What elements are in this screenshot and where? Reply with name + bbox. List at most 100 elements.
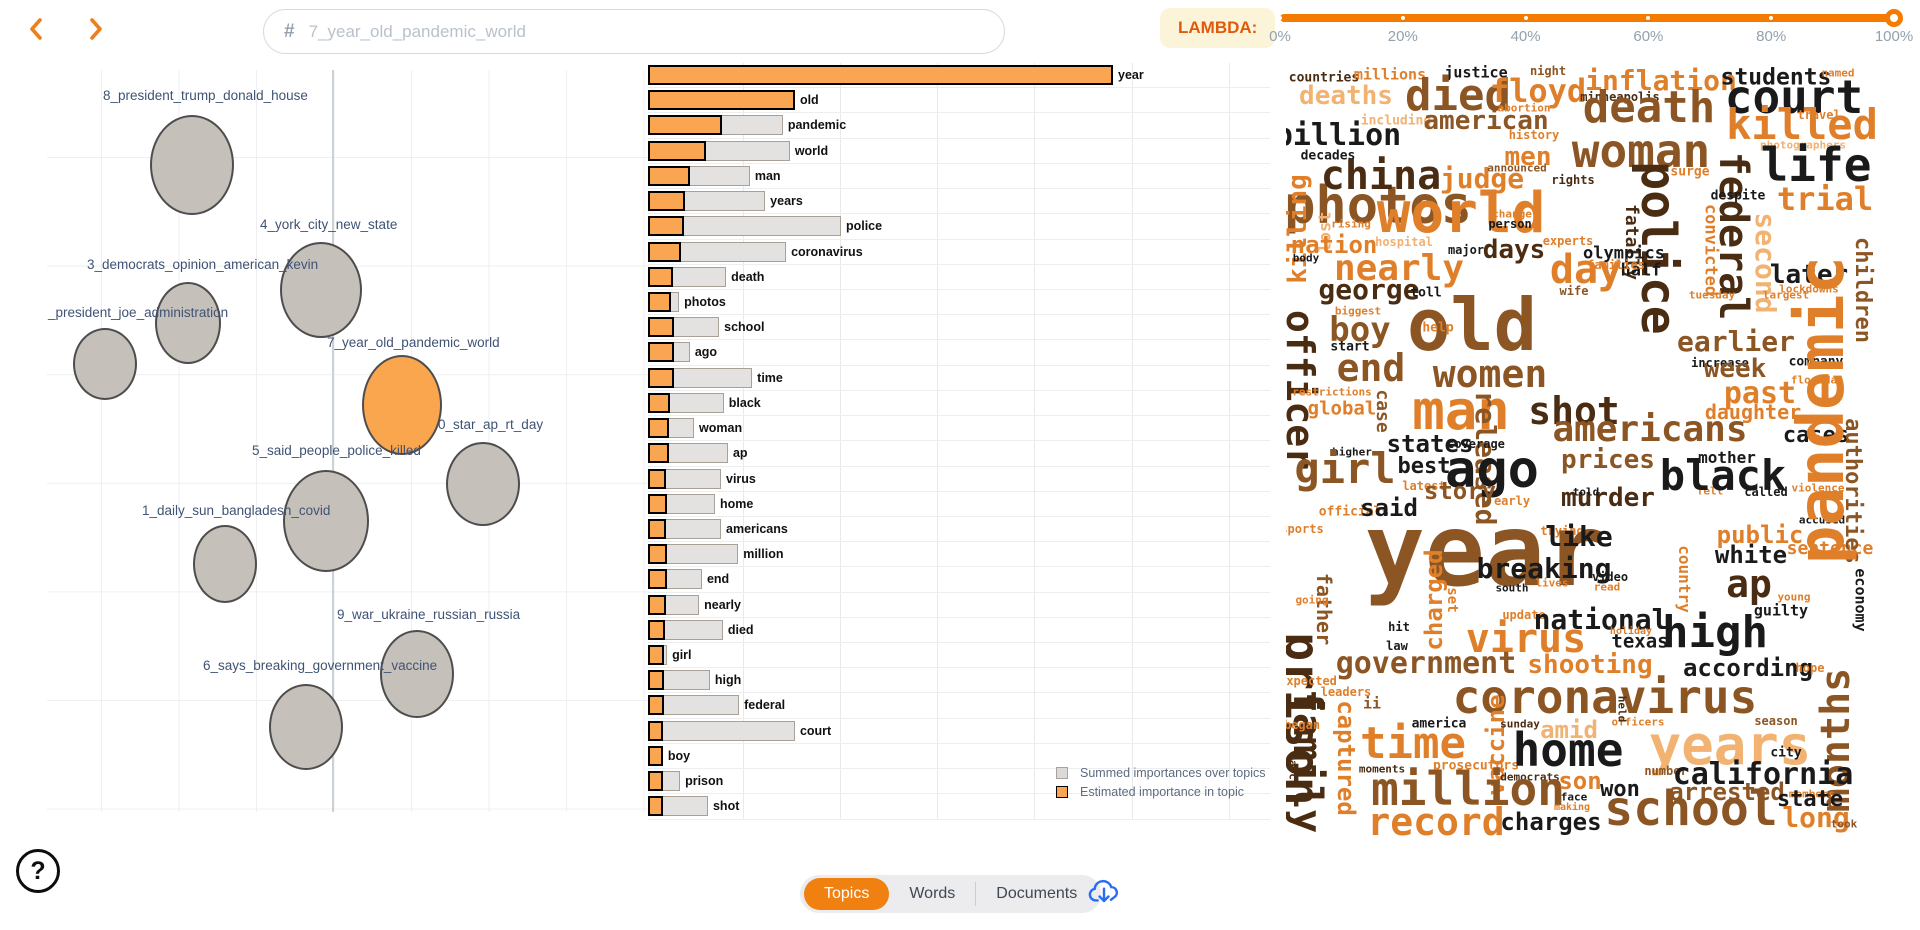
- wordcloud-word[interactable]: countries: [1288, 70, 1360, 86]
- wordcloud-word[interactable]: old: [1406, 283, 1538, 367]
- wordcloud-word[interactable]: night: [1529, 64, 1567, 78]
- wordcloud-word[interactable]: city: [1770, 745, 1802, 761]
- wordcloud-word[interactable]: state: [1776, 787, 1844, 812]
- wordcloud-word[interactable]: began: [1286, 718, 1321, 732]
- wordcloud-word[interactable]: hope: [1795, 661, 1825, 675]
- wordcloud-word[interactable]: year: [1364, 492, 1606, 609]
- wordcloud-word[interactable]: time: [1360, 718, 1466, 769]
- term-bar-row[interactable]: shot: [648, 794, 1270, 820]
- wordcloud-word[interactable]: read: [1593, 580, 1621, 594]
- lambda-slider-handle[interactable]: [1885, 9, 1903, 27]
- wordcloud-word[interactable]: nearly: [1333, 248, 1465, 289]
- wordcloud-word[interactable]: school: [1604, 781, 1778, 837]
- wordcloud-word[interactable]: murder: [1561, 483, 1655, 513]
- wordcloud-word[interactable]: including: [1360, 113, 1432, 129]
- term-bar-row[interactable]: ago: [648, 340, 1270, 366]
- wordcloud-word[interactable]: face: [1560, 790, 1588, 804]
- wordcloud-word[interactable]: died: [1405, 70, 1511, 121]
- wordcloud-word[interactable]: young: [1777, 590, 1811, 604]
- wordcloud-word[interactable]: breaking: [1476, 552, 1612, 585]
- term-bar-row[interactable]: school: [648, 315, 1270, 341]
- wordcloud-word[interactable]: according: [1682, 654, 1814, 682]
- wordcloud-word[interactable]: tuesday: [1688, 288, 1736, 302]
- topic-bubble[interactable]: [380, 630, 454, 718]
- help-button[interactable]: ?: [16, 849, 60, 893]
- term-bar-row[interactable]: photos: [648, 290, 1270, 316]
- wordcloud-word[interactable]: hit: [1388, 620, 1410, 634]
- topic-bubble[interactable]: [269, 684, 343, 770]
- wordcloud-word[interactable]: floyd: [1489, 72, 1587, 110]
- wordcloud-word[interactable]: ii: [1362, 694, 1382, 713]
- term-bar-row[interactable]: black: [648, 391, 1270, 417]
- wordcloud-word[interactable]: states: [1386, 430, 1474, 458]
- topic-bubble[interactable]: [283, 470, 369, 572]
- wordcloud-word[interactable]: pandemic: [1785, 255, 1859, 565]
- wordcloud-word[interactable]: end: [1336, 346, 1406, 390]
- wordcloud-word[interactable]: convicted: [1700, 203, 1721, 297]
- wordcloud-word[interactable]: killed: [1726, 100, 1878, 149]
- wordcloud-word[interactable]: economy: [1851, 568, 1870, 632]
- wordcloud-word[interactable]: coverage: [1447, 437, 1505, 451]
- term-bar-row[interactable]: year: [648, 63, 1270, 89]
- wordcloud-word[interactable]: sports: [1286, 522, 1324, 536]
- wordcloud-word[interactable]: trial: [1776, 180, 1874, 218]
- wordcloud-word[interactable]: day: [1549, 247, 1623, 293]
- wordcloud-word[interactable]: said: [1360, 494, 1418, 522]
- wordcloud-word[interactable]: number: [1644, 764, 1688, 778]
- wordcloud-word[interactable]: announced: [1487, 161, 1547, 175]
- wordcloud-word[interactable]: california: [1672, 757, 1854, 792]
- wordcloud-word[interactable]: travel: [1797, 108, 1841, 122]
- wordcloud-word[interactable]: justice: [1444, 64, 1508, 82]
- wordcloud-word[interactable]: boy: [1329, 310, 1391, 350]
- wordcloud-word[interactable]: body: [1292, 251, 1320, 265]
- wordcloud-word[interactable]: half: [1620, 260, 1662, 281]
- term-bar-row[interactable]: old: [648, 88, 1270, 114]
- wordcloud-word[interactable]: violence: [1791, 481, 1845, 495]
- wordcloud-word[interactable]: toll: [1410, 285, 1442, 301]
- wordcloud-word[interactable]: florida: [1790, 373, 1838, 387]
- tab-words[interactable]: Words: [889, 878, 975, 910]
- wordcloud-word[interactable]: ap: [1726, 562, 1772, 606]
- term-bar-row[interactable]: court: [648, 719, 1270, 744]
- wordcloud-word[interactable]: week: [1703, 354, 1767, 384]
- wordcloud-word[interactable]: charges: [1500, 808, 1602, 836]
- download-button[interactable]: [1086, 879, 1122, 909]
- previous-topic-button[interactable]: [18, 12, 54, 46]
- wordcloud-word[interactable]: expected: [1286, 674, 1337, 688]
- wordcloud-word[interactable]: record: [1367, 800, 1505, 844]
- wordcloud-word[interactable]: like: [1545, 520, 1613, 553]
- term-bar-row[interactable]: pandemic: [648, 113, 1270, 139]
- wordcloud-word[interactable]: history: [1508, 128, 1560, 142]
- wordcloud-word[interactable]: named: [1821, 66, 1855, 80]
- wordcloud-word[interactable]: going: [1295, 593, 1329, 607]
- topic-bubble[interactable]: [362, 355, 442, 455]
- wordcloud-word[interactable]: rising: [1331, 217, 1371, 231]
- wordcloud-word[interactable]: coronavirus: [1452, 670, 1758, 724]
- wordcloud-word[interactable]: lives: [1535, 576, 1569, 590]
- wordcloud-word[interactable]: daughter: [1704, 400, 1802, 424]
- wordcloud-word[interactable]: women: [1432, 352, 1548, 396]
- topic-bubble[interactable]: [446, 442, 520, 526]
- wordcloud-word[interactable]: later: [1769, 260, 1849, 290]
- wordcloud-word[interactable]: ago: [1445, 440, 1539, 500]
- wordcloud-word[interactable]: virus: [1465, 616, 1587, 662]
- term-bar-row[interactable]: home: [648, 492, 1270, 517]
- term-bar-row[interactable]: americans: [648, 517, 1270, 543]
- wordcloud-word[interactable]: judge: [1439, 162, 1525, 195]
- tab-topics[interactable]: Topics: [804, 878, 890, 910]
- wordcloud-word[interactable]: cases: [1782, 423, 1850, 448]
- wordcloud-word[interactable]: restrictions: [1292, 385, 1372, 399]
- wordcloud-word[interactable]: life: [1760, 138, 1872, 192]
- wordcloud-word[interactable]: surge: [1670, 164, 1710, 180]
- wordcloud-word[interactable]: update: [1502, 608, 1546, 622]
- term-bar-row[interactable]: million: [648, 542, 1270, 568]
- wordcloud-word[interactable]: decades: [1300, 148, 1356, 164]
- wordcloud-word[interactable]: members: [1788, 787, 1836, 801]
- wordcloud-word[interactable]: shot: [1528, 389, 1620, 433]
- wordcloud-word[interactable]: wife: [1559, 284, 1589, 298]
- wordcloud-word[interactable]: black: [1659, 451, 1787, 500]
- wordcloud-word[interactable]: took: [1830, 817, 1858, 831]
- term-bar-row[interactable]: boy: [648, 744, 1270, 770]
- wordcloud-word[interactable]: democrats: [1500, 770, 1560, 784]
- wordcloud-word[interactable]: texas: [1611, 630, 1669, 653]
